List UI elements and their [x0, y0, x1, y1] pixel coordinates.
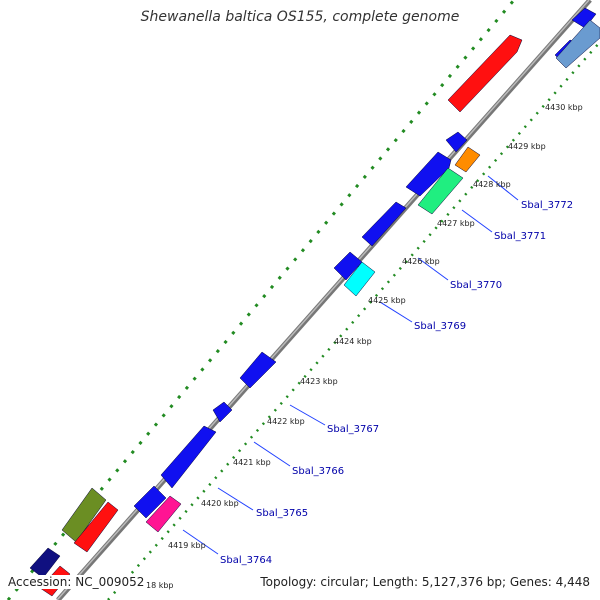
gene-label[interactable]: Sbal_3770 — [450, 280, 502, 291]
gene-label[interactable]: Sbal_3769 — [414, 321, 466, 332]
gene-olive[interactable] — [61, 487, 107, 543]
backbone-highlight — [56, 0, 590, 600]
inner-strand-genes — [145, 146, 481, 533]
outer-strand-genes — [29, 7, 600, 597]
tick-label: 4422 kbp — [267, 417, 305, 426]
gene-cyan[interactable] — [343, 261, 376, 297]
gene-spring[interactable] — [417, 167, 464, 215]
tick-label: 4419 kbp — [168, 541, 206, 550]
label-leaders — [182, 175, 519, 555]
gene-label[interactable]: Sbal_3765 — [256, 508, 308, 519]
tick-label: 4425 kbp — [368, 296, 406, 305]
gene-blue-8[interactable] — [212, 401, 233, 423]
gene-red-2[interactable] — [73, 501, 119, 553]
tick-label: 4428 kbp — [473, 180, 511, 189]
gene-blue-9[interactable] — [160, 425, 217, 489]
tick-label: 4421 kbp — [233, 458, 271, 467]
gene-blue-4[interactable] — [405, 151, 452, 197]
gene-steelblue-1[interactable] — [555, 19, 600, 69]
tick-label: 4420 kbp — [201, 499, 239, 508]
tick-label: 4424 kbp — [334, 337, 372, 346]
gene-labels: Sbal_3764 Sbal_3765 Sbal_3766 Sbal_3767 … — [220, 200, 573, 566]
tick-label: 4423 kbp — [300, 377, 338, 386]
gene-navy[interactable] — [29, 547, 61, 579]
gene-label[interactable]: Sbal_3767 — [327, 424, 379, 435]
tick-label: 4429 kbp — [508, 142, 546, 151]
inner-tick-track — [107, 41, 600, 600]
gene-orange[interactable] — [454, 146, 481, 173]
genome-summary: Topology: circular; Length: 5,127,376 bp… — [258, 575, 592, 589]
gene-blue-2[interactable] — [571, 7, 597, 29]
accession-label: Accession: NC_009052 — [6, 575, 147, 589]
gene-label[interactable]: Sbal_3764 — [220, 555, 272, 566]
gene-label[interactable]: Sbal_3766 — [292, 466, 344, 477]
gene-red-top[interactable] — [447, 34, 523, 113]
gene-blue-3[interactable] — [445, 131, 468, 153]
gene-magenta[interactable] — [145, 495, 182, 533]
gene-label[interactable]: Sbal_3771 — [494, 231, 546, 242]
gene-blue-5[interactable] — [361, 201, 407, 247]
tick-label: 4430 kbp — [545, 103, 583, 112]
gene-blue-10[interactable] — [133, 485, 167, 519]
tick-label: 18 kbp — [146, 581, 174, 590]
tick-label: 4426 kbp — [402, 257, 440, 266]
tick-label: 4427 kbp — [437, 219, 475, 228]
map-title: Shewanella baltica OS155, complete genom… — [140, 9, 460, 25]
gene-blue-7[interactable] — [239, 351, 277, 389]
tick-labels: 4419 kbp 4420 kbp 4421 kbp 4422 kbp 4423… — [146, 103, 583, 590]
gene-label[interactable]: Sbal_3772 — [521, 200, 573, 211]
